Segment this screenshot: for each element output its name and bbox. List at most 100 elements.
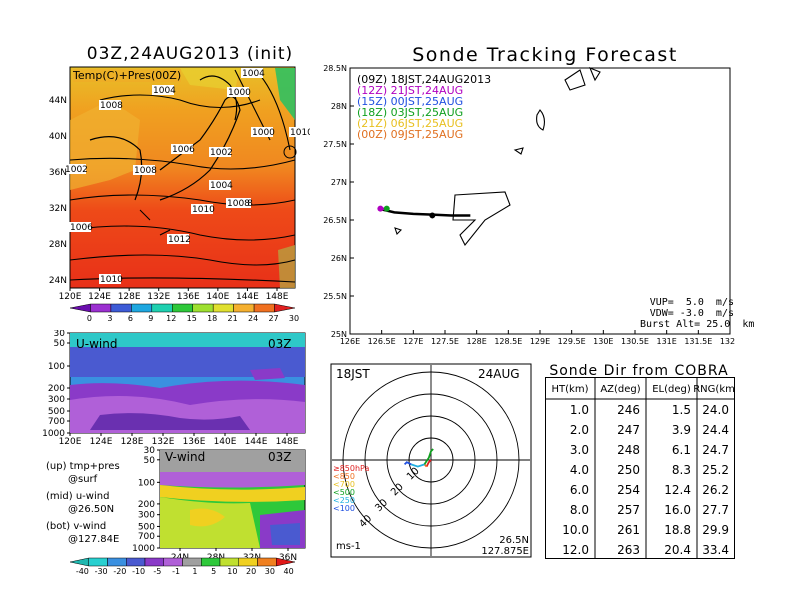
- pressure-legend-entry: <100: [333, 504, 355, 513]
- u-x-tick-label: 120E: [59, 437, 82, 445]
- v-colorbar-label: -1: [172, 567, 180, 575]
- u-wind-label: U-wind: [76, 337, 118, 351]
- surf-x-tick-label: 120E: [59, 292, 82, 302]
- v-colorbar-label: 20: [246, 567, 256, 575]
- track-y-tick-label: 27N: [331, 178, 347, 187]
- note-3: (bot) v-wind @127.84E: [46, 521, 120, 545]
- v-y-tick-label: 50: [144, 456, 156, 466]
- table-cell: 26.2: [702, 483, 729, 497]
- table-cell: 247: [617, 423, 640, 437]
- isobar-label: 1004: [210, 181, 233, 191]
- u-y-tick-label: 1000: [42, 429, 65, 439]
- forecast-legend-entry: (00Z) 09JST,25AUG: [357, 128, 463, 141]
- isobar-label: 1004: [153, 86, 176, 96]
- isobar-label: 1008: [227, 199, 250, 209]
- table-cell: 3.0: [570, 443, 589, 457]
- table-cell: 1.0: [570, 403, 589, 417]
- v-y-tick-label: 500: [138, 522, 155, 532]
- surf-x-tick-label: 140E: [206, 292, 229, 302]
- surf-y-tick-label: 24N: [49, 276, 67, 286]
- isobar-label-bg: [69, 222, 91, 232]
- surf-colorbar-label: 0: [87, 314, 92, 323]
- u-x-tick-label: 124E: [90, 437, 113, 445]
- track-x-tick-label: 126.5E: [368, 337, 396, 346]
- v-colorbar-swatch: [88, 557, 108, 567]
- isobar-label: 1006: [172, 145, 195, 155]
- surf-colorbar-label: 21: [228, 314, 238, 323]
- v-colorbar-label: -5: [153, 567, 161, 575]
- surf-colorbar-label: 6: [128, 314, 133, 323]
- u-wind-time: 03Z: [268, 337, 292, 351]
- surf-colorbar-swatch: [212, 303, 234, 313]
- v-colorbar-label: -30: [95, 567, 108, 575]
- forecast-legend-entry: (21Z) 06JST,25AUG: [357, 117, 463, 130]
- isobar-label: 1012: [168, 235, 191, 245]
- table-cell: 27.7: [702, 503, 729, 517]
- track-x-tick-label: 127E: [403, 337, 423, 346]
- left-title: 03Z,24AUG2013 (init): [86, 44, 294, 64]
- v-y-tick-label: 700: [138, 532, 155, 542]
- u-y-tick-label: 50: [54, 339, 66, 349]
- track-y-tick-label: 28.5N: [323, 64, 347, 73]
- isobar-label: 1008: [134, 166, 157, 176]
- u-x-tick-label: 140E: [214, 437, 237, 445]
- note-1: (up) tmp+pres @surf: [46, 461, 120, 485]
- isobar-label: 1004: [242, 69, 265, 79]
- u-x-tick-label: 144E: [245, 437, 268, 445]
- v-colorbar-label: 1: [192, 567, 197, 575]
- pressure-legend-entry: <850: [333, 472, 355, 481]
- isobar-label-bg: [209, 180, 231, 190]
- table-cell: 33.4: [702, 543, 729, 557]
- isobar-label-bg: [226, 198, 248, 208]
- panel-notes: (up) tmp+pres @surf (mid) u-wind @26.50N…: [46, 460, 120, 546]
- note-2: (mid) u-wind @26.50N: [46, 491, 115, 515]
- v-colorbar-label: -20: [113, 567, 126, 575]
- surf-colorbar-swatch: [274, 303, 296, 313]
- v-colorbar-swatch: [126, 557, 146, 567]
- table-header-cell: HT(km): [552, 384, 589, 395]
- u-y-tick-label: 700: [48, 417, 65, 427]
- surf-colorbar-label: 18: [207, 314, 217, 323]
- surf-colorbar-swatch: [172, 303, 193, 313]
- u-y-tick-label: 100: [48, 362, 65, 372]
- v-wind-label: V-wind: [165, 450, 206, 464]
- table-cell: 3.9: [672, 423, 691, 437]
- u-y-tick-label: 500: [48, 407, 65, 417]
- surf-colorbar-label: 30: [289, 314, 299, 323]
- table-cell: 29.9: [702, 523, 729, 537]
- v-y-tick-label: 100: [138, 478, 155, 488]
- main-title: Sonde Tracking Forecast: [412, 44, 678, 66]
- v-y-tick-label: 30: [144, 446, 156, 456]
- isobar-label-bg: [99, 274, 121, 284]
- isobar-label-bg: [241, 68, 263, 78]
- u-y-tick-label: 300: [48, 395, 65, 405]
- surf-x-tick-label: 136E: [177, 292, 200, 302]
- isobar-label: 1008: [100, 101, 123, 111]
- track-x-tick-label: 131.5E: [684, 337, 712, 346]
- v-colorbar-label: -40: [76, 567, 89, 575]
- surf-colorbar-label: 3: [107, 314, 112, 323]
- u-x-tick-label: 128E: [121, 437, 144, 445]
- table-cell: 18.8: [664, 523, 691, 537]
- polar-unit: ms-1: [336, 541, 361, 552]
- v-colorbar-swatch: [219, 557, 239, 567]
- surf-colorbar-swatch: [192, 303, 214, 313]
- pressure-legend-entry: ≥850hPa: [333, 464, 370, 473]
- v-colorbar-label: -10: [132, 567, 145, 575]
- v-colorbar-label: 40: [284, 567, 294, 575]
- v-colorbar-swatch: [238, 557, 258, 567]
- polar-lon: 127.875E: [481, 546, 529, 557]
- isobar-label: 1010: [290, 128, 310, 138]
- table-cell: 261: [617, 523, 640, 537]
- track-x-tick-label: 127.5E: [431, 337, 459, 346]
- forecast-legend-entry: (18Z) 03JST,25AUG: [357, 106, 463, 119]
- table-cell: 250: [617, 463, 640, 477]
- table-cell: 6.1: [672, 443, 691, 457]
- u-x-tick-label: 132E: [152, 437, 175, 445]
- isobar-label-bg: [99, 100, 121, 110]
- isobar-label: 1000: [228, 88, 251, 98]
- isobar-label-bg: [133, 165, 155, 175]
- track-x-tick-label: 128E: [467, 337, 487, 346]
